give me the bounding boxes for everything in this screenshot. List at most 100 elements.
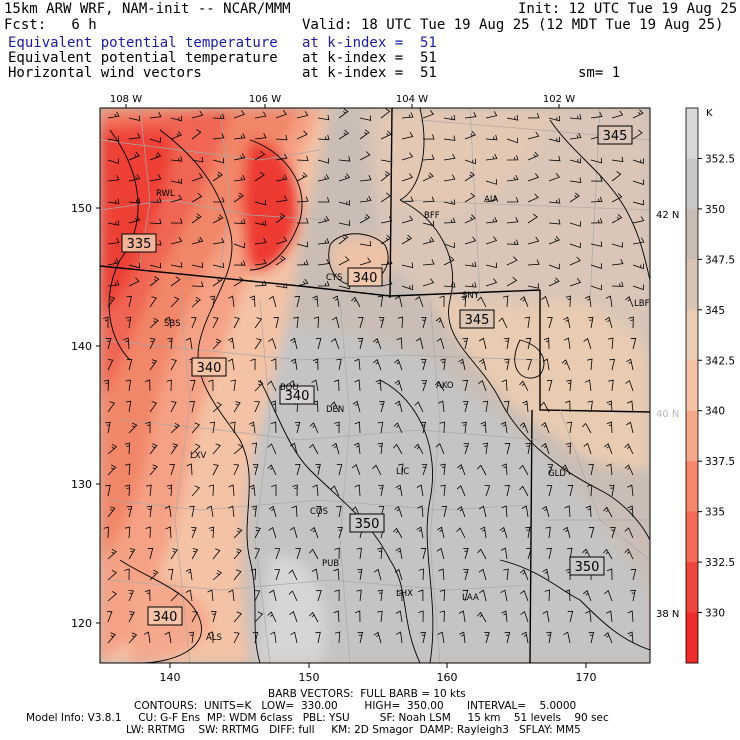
wind-barb	[482, 400, 489, 413]
wind-barb	[191, 156, 204, 163]
wind-barb	[436, 337, 445, 350]
wind-barb	[548, 155, 561, 162]
wind-barb	[565, 295, 571, 308]
wind-barb	[149, 174, 162, 182]
wind-barb	[625, 296, 634, 308]
wind-barb	[336, 358, 342, 371]
svg-text:335: 335	[127, 237, 152, 252]
wind-barb	[504, 484, 510, 497]
wind-barb	[542, 610, 550, 623]
wind-barb	[270, 421, 277, 434]
wind-barb	[394, 400, 403, 413]
wind-barb	[569, 256, 581, 266]
wind-barb	[144, 379, 151, 392]
contour-label: 345	[597, 125, 633, 145]
wind-barb	[566, 421, 573, 434]
wind-barb	[394, 359, 403, 371]
wind-barb	[420, 631, 426, 644]
wind-barb	[267, 443, 277, 455]
wind-barb	[624, 527, 634, 539]
wind-barb	[254, 111, 267, 119]
wind-barb	[394, 568, 403, 581]
wind-barb	[107, 359, 114, 371]
wind-barb	[254, 133, 267, 140]
wind-barb	[395, 547, 403, 560]
wind-barb	[632, 237, 645, 245]
wind-barb	[186, 463, 193, 476]
wind-barb	[128, 262, 141, 269]
station-den: DEN	[326, 405, 344, 415]
wind-barb	[309, 443, 319, 455]
wind-barb	[149, 317, 159, 329]
wind-barb	[107, 401, 116, 413]
wind-barb	[521, 631, 529, 644]
wind-barb	[463, 569, 469, 581]
wind-barb	[170, 130, 182, 140]
wind-barb	[422, 110, 434, 119]
wind-barb	[443, 135, 456, 141]
footer-contour-info: CONTOURS: UNITS=K LOW= 330.00 HIGH= 350.…	[134, 700, 577, 712]
wind-barb	[439, 421, 445, 434]
wind-barb	[212, 171, 223, 182]
wind-barb	[288, 590, 298, 602]
wind-barb	[310, 526, 319, 539]
wind-barb	[191, 173, 204, 182]
wind-barb	[548, 219, 561, 225]
wind-barb	[128, 115, 141, 122]
wind-barb	[338, 256, 350, 266]
wind-barb	[504, 631, 511, 644]
wind-barb	[437, 631, 445, 644]
wind-barb	[603, 506, 613, 518]
wind-barb	[165, 526, 172, 539]
wind-barb	[502, 295, 509, 308]
station-lbf: LBF	[634, 299, 650, 309]
wind-barb	[317, 215, 330, 224]
colorbar-cell	[686, 612, 698, 664]
wind-barb	[125, 316, 132, 329]
wind-barb	[191, 485, 200, 497]
wind-barb	[191, 443, 201, 455]
wind-barb	[227, 337, 235, 350]
wind-barb	[439, 610, 445, 623]
wind-barb	[275, 110, 287, 119]
wind-barb	[414, 401, 424, 413]
wind-barb	[527, 213, 538, 224]
wind-barb	[420, 547, 427, 560]
wind-barb	[149, 338, 156, 350]
wind-barb	[333, 610, 340, 623]
wind-barb	[422, 154, 435, 161]
wind-barb	[105, 337, 112, 350]
wind-barb	[126, 358, 133, 371]
wind-barb	[128, 590, 135, 602]
wind-barb	[290, 631, 298, 644]
wind-barb	[209, 421, 216, 434]
wind-barb	[373, 568, 382, 581]
wind-barb	[254, 611, 264, 623]
wind-barb	[418, 610, 424, 623]
wind-barb	[380, 192, 391, 203]
wind-barb	[582, 548, 592, 560]
wind-barb	[443, 282, 456, 288]
wind-barb	[439, 589, 446, 602]
colorbar-label: 347.5	[705, 254, 735, 266]
wind-barb	[146, 484, 152, 497]
wind-barb	[252, 463, 259, 476]
wind-barb	[392, 443, 403, 455]
wind-barb	[569, 114, 582, 120]
lon-label: 108 W	[110, 94, 142, 105]
wind-barb	[149, 262, 162, 269]
wind-barb	[373, 338, 382, 350]
wind-barb	[212, 157, 225, 164]
wind-barb	[630, 568, 637, 581]
wind-barb	[415, 337, 424, 350]
wind-barb	[542, 358, 550, 371]
station-gld: GLD	[548, 469, 566, 479]
wind-barb	[569, 242, 581, 249]
wind-barb	[146, 505, 152, 518]
wind-barb	[569, 177, 582, 183]
wind-barb	[267, 611, 277, 623]
wind-barb	[233, 464, 240, 476]
wind-barb	[316, 590, 322, 602]
wind-barb	[271, 484, 277, 496]
wind-barb	[380, 279, 393, 287]
